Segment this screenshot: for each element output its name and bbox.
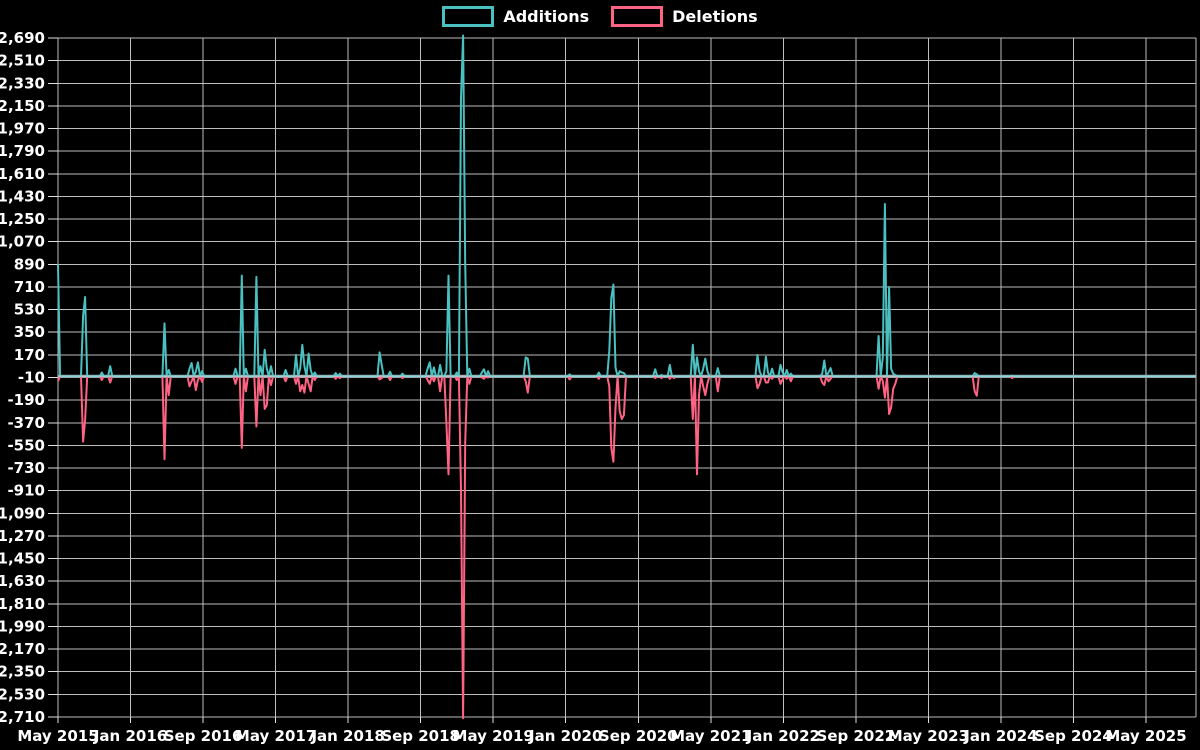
x-axis-label: Sep 2022	[817, 727, 896, 745]
x-axis-label: Sep 2018	[381, 727, 460, 745]
x-axis-label: Sep 2020	[599, 727, 678, 745]
x-axis-label: May 2025	[1105, 727, 1186, 745]
y-axis-label: -1,090	[0, 504, 45, 522]
x-axis-label: Jan 2018	[310, 727, 384, 745]
y-axis-label: -550	[7, 436, 45, 454]
y-axis-label: -1,450	[0, 550, 45, 568]
y-axis-label: -1,630	[0, 572, 45, 590]
y-axis-label: -2,350	[0, 663, 45, 681]
legend-label-deletions: Deletions	[672, 7, 758, 26]
x-axis-label: Jan 2022	[746, 727, 820, 745]
y-axis-label: 1,250	[0, 210, 45, 228]
y-axis-label: 350	[14, 323, 45, 341]
x-axis-label: Jan 2020	[528, 727, 602, 745]
y-axis-label: -2,710	[0, 708, 45, 726]
y-axis-label: 2,510	[0, 52, 45, 70]
y-axis-label: -10	[18, 369, 45, 387]
x-axis-label: May 2023	[888, 727, 969, 745]
x-axis-label: May 2019	[453, 727, 534, 745]
y-axis-label: -1,270	[0, 527, 45, 545]
y-axis-label: 2,150	[0, 97, 45, 115]
y-axis-label: 170	[14, 346, 45, 364]
x-axis-label: Jan 2016	[93, 727, 167, 745]
additions-swatch-icon	[442, 6, 495, 27]
deletions-swatch-icon	[611, 6, 664, 27]
legend-item-deletions[interactable]: Deletions	[611, 6, 758, 27]
y-axis-label: -910	[7, 482, 45, 500]
y-axis-label: 2,330	[0, 74, 45, 92]
y-axis-label: -1,810	[0, 595, 45, 613]
y-axis-label: 1,970	[0, 120, 45, 138]
chart-legend: Additions Deletions	[0, 6, 1200, 27]
y-axis-label: 710	[14, 278, 45, 296]
x-axis-label: May 2015	[17, 727, 98, 745]
y-axis-label: 1,430	[0, 187, 45, 205]
x-axis-label: Sep 2016	[164, 727, 243, 745]
y-axis-label: -730	[7, 459, 45, 477]
x-axis-label: May 2017	[235, 727, 316, 745]
y-axis-labels: 2,690 2,510 2,330 2,150 1,970 1,790 1,610 1,430…	[0, 29, 45, 726]
y-axis-label: 1,790	[0, 142, 45, 160]
horizontal-gridlines	[58, 37, 1196, 718]
axis-ticks	[48, 37, 1147, 723]
x-axis-label: May 2021	[670, 727, 751, 745]
y-axis-label: -190	[7, 391, 45, 409]
additions-line	[57, 34, 1196, 378]
y-axis-label: 2,690	[0, 29, 45, 47]
y-axis-label: -1,990	[0, 617, 45, 635]
y-axis-label: -370	[7, 414, 45, 432]
y-axis-label: -2,530	[0, 685, 45, 703]
x-axis-label: Jan 2024	[963, 727, 1037, 745]
y-axis-label: 890	[14, 255, 45, 273]
y-axis-label: -2,170	[0, 640, 45, 658]
x-axis-label: Sep 2024	[1034, 727, 1113, 745]
legend-label-additions: Additions	[503, 7, 590, 26]
y-axis-label: 1,610	[0, 165, 45, 183]
deletions-line	[57, 375, 1196, 720]
y-axis-label: 530	[14, 301, 45, 319]
y-axis-label: 1,070	[0, 233, 45, 251]
legend-item-additions[interactable]: Additions	[442, 6, 589, 27]
